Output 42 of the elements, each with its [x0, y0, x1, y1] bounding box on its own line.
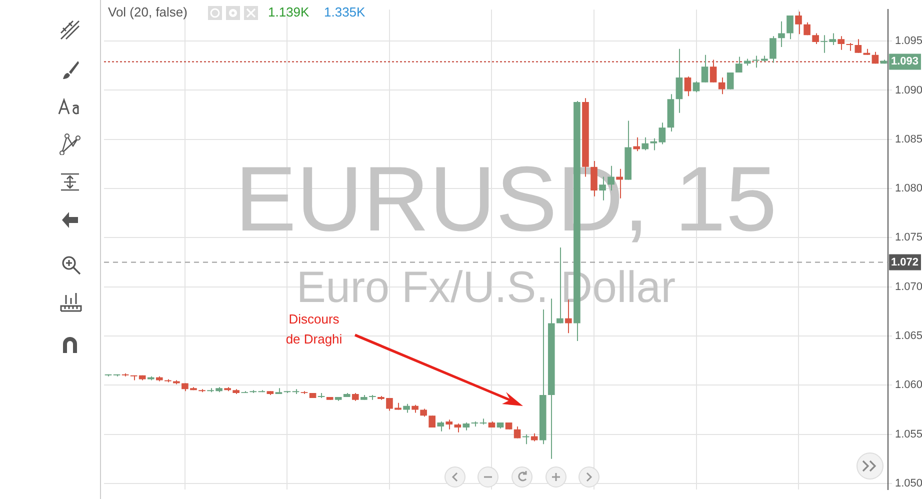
y-tick-label: 1.055 [895, 428, 922, 440]
ref-line-label: 1.072 [891, 256, 919, 268]
candlestick [710, 59, 717, 83]
candlestick [650, 138, 658, 151]
candlestick [684, 76, 692, 97]
y-tick-label: 1.050 [895, 478, 922, 490]
candlestick [770, 36, 776, 64]
candlestick [446, 419, 453, 430]
candlestick [804, 22, 810, 36]
candlestick [726, 72, 734, 90]
candlestick [795, 11, 802, 35]
candlestick [676, 48, 683, 114]
annotation: Vol (20, false) [108, 4, 188, 20]
candlestick [778, 20, 785, 48]
annotation: 1.139K [268, 4, 310, 20]
candlestick [692, 80, 700, 93]
candlestick [428, 415, 436, 428]
y-tick-label: 1.065 [895, 330, 922, 342]
y-tick-label: 1.060 [895, 379, 922, 392]
candlestick [846, 42, 854, 52]
candlestick [735, 56, 742, 74]
candlestick [522, 434, 530, 445]
candlestick [556, 247, 564, 324]
candlestick [854, 38, 862, 54]
candlestick [701, 54, 708, 83]
candlestick [514, 426, 521, 439]
y-tick-label: 1.075 [895, 232, 922, 244]
annotation: Discours de Draghi [286, 312, 342, 347]
candlestick [786, 15, 794, 40]
y-tick-label: 1.070 [895, 280, 922, 293]
candlestick [437, 421, 444, 432]
candlestick [658, 122, 666, 145]
y-tick-label: 1.080 [895, 182, 922, 195]
candlestick [838, 36, 845, 50]
y-tick-label: 1.095 [895, 35, 922, 48]
candlestick [812, 32, 819, 45]
y-tick-label: 1.090 [895, 84, 922, 96]
ref-line-label: 1.093 [891, 56, 919, 68]
candlestick [718, 76, 726, 95]
y-tick-label: 1.085 [895, 133, 922, 146]
candlestick [642, 136, 649, 151]
annotation: 1.335K [324, 4, 366, 20]
